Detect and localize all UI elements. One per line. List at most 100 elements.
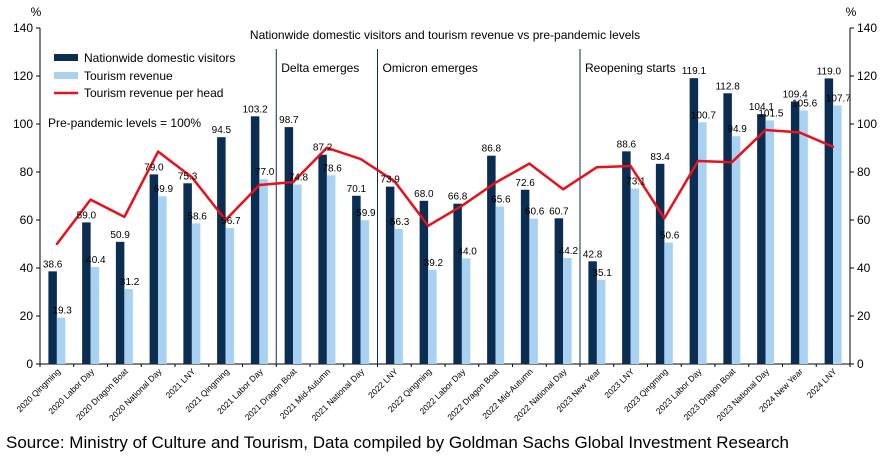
visitors-bar: [790, 101, 800, 364]
revenue-per-head-point: [494, 181, 497, 184]
visitors-bar: [115, 241, 125, 364]
revenue-bar: [394, 228, 403, 364]
visitors-value-label: 70.1: [347, 184, 367, 195]
revenue-per-head-line: [55, 128, 834, 245]
revenue-bar: [596, 279, 606, 364]
visitors-value-label: 83.4: [650, 152, 670, 163]
right-tick-label: 20: [857, 309, 871, 323]
visitors-bar: [520, 189, 530, 364]
visitors-value-label: 42.8: [583, 249, 603, 260]
left-tick-label: 140: [13, 21, 33, 35]
revenue-bar: [360, 220, 370, 364]
revenue-value-label: 50.6: [660, 231, 680, 242]
revenue-per-head-point: [55, 242, 59, 246]
visitors-value-label: 112.8: [715, 81, 740, 92]
revenue-per-head-point: [291, 180, 295, 184]
category-label: 2023 LNY: [602, 366, 636, 400]
revenue-value-label: 31.2: [120, 277, 140, 288]
right-tick-label: 100: [857, 117, 877, 131]
revenue-value-label: 77.0: [255, 167, 275, 178]
visitors-bar: [48, 271, 57, 364]
legend-label: Tourism revenue per head: [84, 86, 223, 100]
visitors-bar: [689, 78, 699, 364]
visitors-value-label: 103.2: [243, 104, 268, 115]
revenue-bar: [158, 196, 167, 364]
revenue-bar: [461, 258, 471, 364]
revenue-per-head-point: [89, 198, 92, 201]
left-tick-label: 100: [13, 117, 33, 131]
revenue-per-head-point: [831, 145, 835, 148]
legend-label: Nationwide domestic visitors: [84, 51, 235, 65]
visitors-value-label: 60.7: [549, 206, 569, 217]
revenue-bar: [259, 179, 268, 364]
revenue-value-label: 19.3: [52, 306, 72, 317]
revenue-value-label: 74.8: [289, 172, 309, 183]
right-tick-label: 40: [857, 261, 871, 275]
visitors-bar: [487, 155, 496, 364]
revenue-value-label: 94.9: [727, 124, 747, 135]
visitors-bar: [318, 154, 327, 364]
revenue-bar: [326, 175, 336, 364]
right-tick-label: 60: [857, 213, 871, 227]
left-tick-label: 80: [20, 165, 34, 179]
visitors-bar: [250, 116, 260, 364]
revenue-per-head-point: [224, 218, 227, 222]
revenue-value-label: 58.6: [187, 211, 207, 222]
revenue-bar: [664, 242, 673, 364]
visitors-bar: [284, 127, 294, 365]
revenue-bar: [428, 269, 437, 364]
visitors-value-label: 38.6: [43, 259, 63, 270]
visitors-bar: [385, 186, 395, 364]
visitors-bar: [453, 203, 462, 364]
revenue-per-head-point: [258, 183, 261, 187]
category-label: 2021 LNY: [163, 366, 197, 400]
left-axis-unit: %: [31, 5, 42, 19]
visitors-value-label: 50.9: [110, 230, 130, 241]
revenue-per-head-point: [730, 160, 734, 164]
revenue-bar: [731, 136, 741, 364]
revenue-value-label: 69.9: [154, 184, 174, 195]
visitors-bar: [655, 163, 665, 364]
visitors-value-label: 72.6: [515, 178, 535, 189]
visitors-value-label: 68.0: [414, 189, 434, 200]
revenue-per-head-point: [528, 162, 531, 165]
visitors-bar: [622, 151, 631, 364]
revenue-per-head-point: [561, 188, 565, 191]
revenue-bar: [630, 188, 640, 364]
revenue-value-label: 100.7: [691, 110, 716, 121]
right-axis-unit: %: [846, 5, 857, 19]
legend-label: Tourism revenue: [84, 69, 173, 83]
revenue-bar: [799, 110, 808, 364]
period-annotation: Delta emerges: [281, 61, 359, 75]
visitors-bar: [82, 222, 91, 364]
visitors-bar: [554, 218, 564, 364]
revenue-value-label: 78.6: [322, 163, 342, 174]
revenue-per-head-point: [696, 159, 700, 163]
left-tick-label: 60: [20, 213, 34, 227]
revenue-bar: [90, 267, 100, 364]
visitors-value-label: 109.4: [783, 89, 808, 100]
visitors-value-label: 66.8: [448, 192, 468, 203]
visitors-value-label: 87.2: [313, 143, 333, 154]
source-note: Source: Ministry of Culture and Tourism,…: [6, 433, 789, 452]
pre-pandemic-note: Pre-pandemic levels = 100%: [48, 116, 201, 130]
revenue-bar: [191, 223, 201, 364]
left-tick-label: 40: [20, 261, 34, 275]
visitors-value-label: 75.3: [178, 171, 198, 182]
revenue-bar: [293, 184, 302, 364]
revenue-value-label: 40.4: [86, 255, 106, 266]
revenue-per-head-point: [325, 146, 329, 149]
visitors-bar: [588, 261, 597, 364]
revenue-value-label: 59.9: [356, 208, 376, 219]
visitors-value-label: 79.0: [144, 162, 164, 173]
revenue-per-head-point: [359, 157, 362, 161]
legend-swatch: [54, 54, 78, 61]
visitors-bar: [419, 200, 429, 364]
left-tick-label: 0: [26, 357, 33, 371]
revenue-bar: [495, 206, 505, 364]
revenue-bar: [765, 120, 775, 365]
revenue-value-label: 73.1: [626, 177, 646, 188]
left-tick-label: 20: [20, 309, 34, 323]
revenue-per-head-point: [460, 204, 464, 208]
revenue-value-label: 65.6: [491, 195, 511, 206]
